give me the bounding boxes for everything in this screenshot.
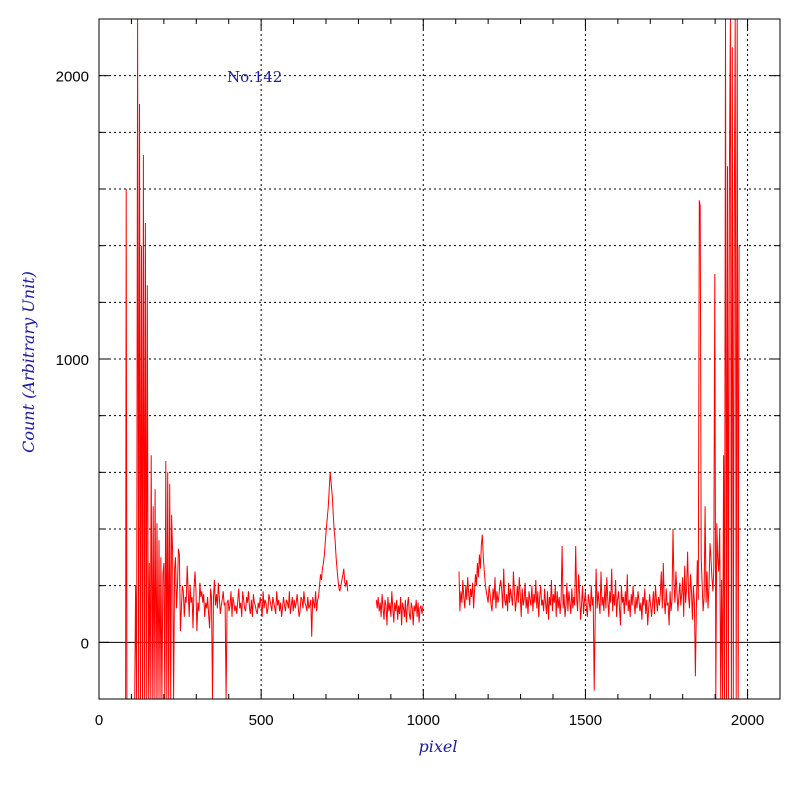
y-tick-label: 1000: [56, 352, 89, 369]
x-tick-label: 0: [95, 712, 103, 729]
y-tick-label: 2000: [56, 69, 89, 86]
tick-labels: 0 500 1000 1500 2000 0 1000 2000: [56, 69, 765, 729]
axis-ticks: [98, 18, 781, 700]
chart-annotation: No.142: [227, 68, 282, 86]
y-axis-title: Count (Arbitrary Unit): [19, 271, 38, 453]
series-line-segment-1: [125, 19, 349, 699]
x-tick-label: 1500: [569, 712, 602, 729]
y-tick-label: 0: [81, 635, 89, 652]
series-line-segment-2: [375, 591, 424, 626]
x-tick-label: 2000: [731, 712, 764, 729]
series-line-segment-3: [458, 19, 740, 699]
x-tick-label: 1000: [407, 712, 440, 729]
x-tick-label: 500: [249, 712, 274, 729]
grid-lines: [99, 19, 780, 699]
x-axis-title: pixel: [419, 737, 458, 756]
